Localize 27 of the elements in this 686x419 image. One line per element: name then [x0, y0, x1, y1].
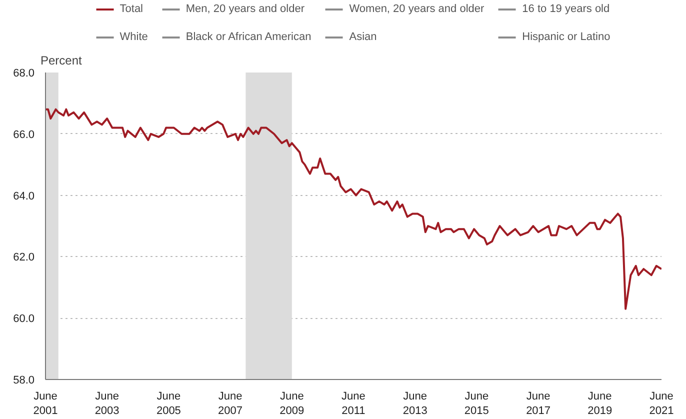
x-tick-label: June 2021	[649, 390, 674, 417]
legend-label: Total	[120, 2, 144, 16]
x-tick-label: June 2001	[33, 390, 58, 417]
y-tick-label: 68.0	[13, 68, 35, 80]
x-tick-label: June 2009	[280, 390, 304, 417]
x-tick-label: June 2013	[402, 390, 428, 417]
y-tick-label: 60.0	[13, 313, 35, 326]
x-tick-label: June 2015	[464, 390, 489, 417]
x-tick-label: June 2019	[588, 390, 612, 417]
legend-label: 16 to 19 years old	[522, 2, 610, 16]
line-series	[46, 108, 662, 310]
y-tick-label: 62.0	[13, 252, 35, 264]
legend-label: Black or African American	[186, 30, 312, 44]
legend-label: Asian	[349, 30, 377, 44]
legend-label: White	[120, 30, 148, 44]
legend-label: Women, 20 years and older	[349, 2, 484, 16]
legend-label: Hispanic or Latino	[522, 30, 610, 44]
x-tick-label: June 2003	[94, 390, 120, 417]
y-axis-title: Percent	[40, 54, 83, 68]
x-tick-label: June 2007	[218, 390, 243, 417]
legend-label: Men, 20 years and older	[186, 2, 305, 16]
y-tick-label: 64.0	[13, 190, 35, 202]
y-tick-label: 66.0	[13, 128, 35, 141]
x-tick-label: June 2017	[526, 390, 551, 417]
x-tick-label: June 2005	[156, 390, 181, 417]
y-tick-label: 58.0	[13, 374, 35, 386]
x-tick-label: June 2011	[342, 390, 366, 417]
